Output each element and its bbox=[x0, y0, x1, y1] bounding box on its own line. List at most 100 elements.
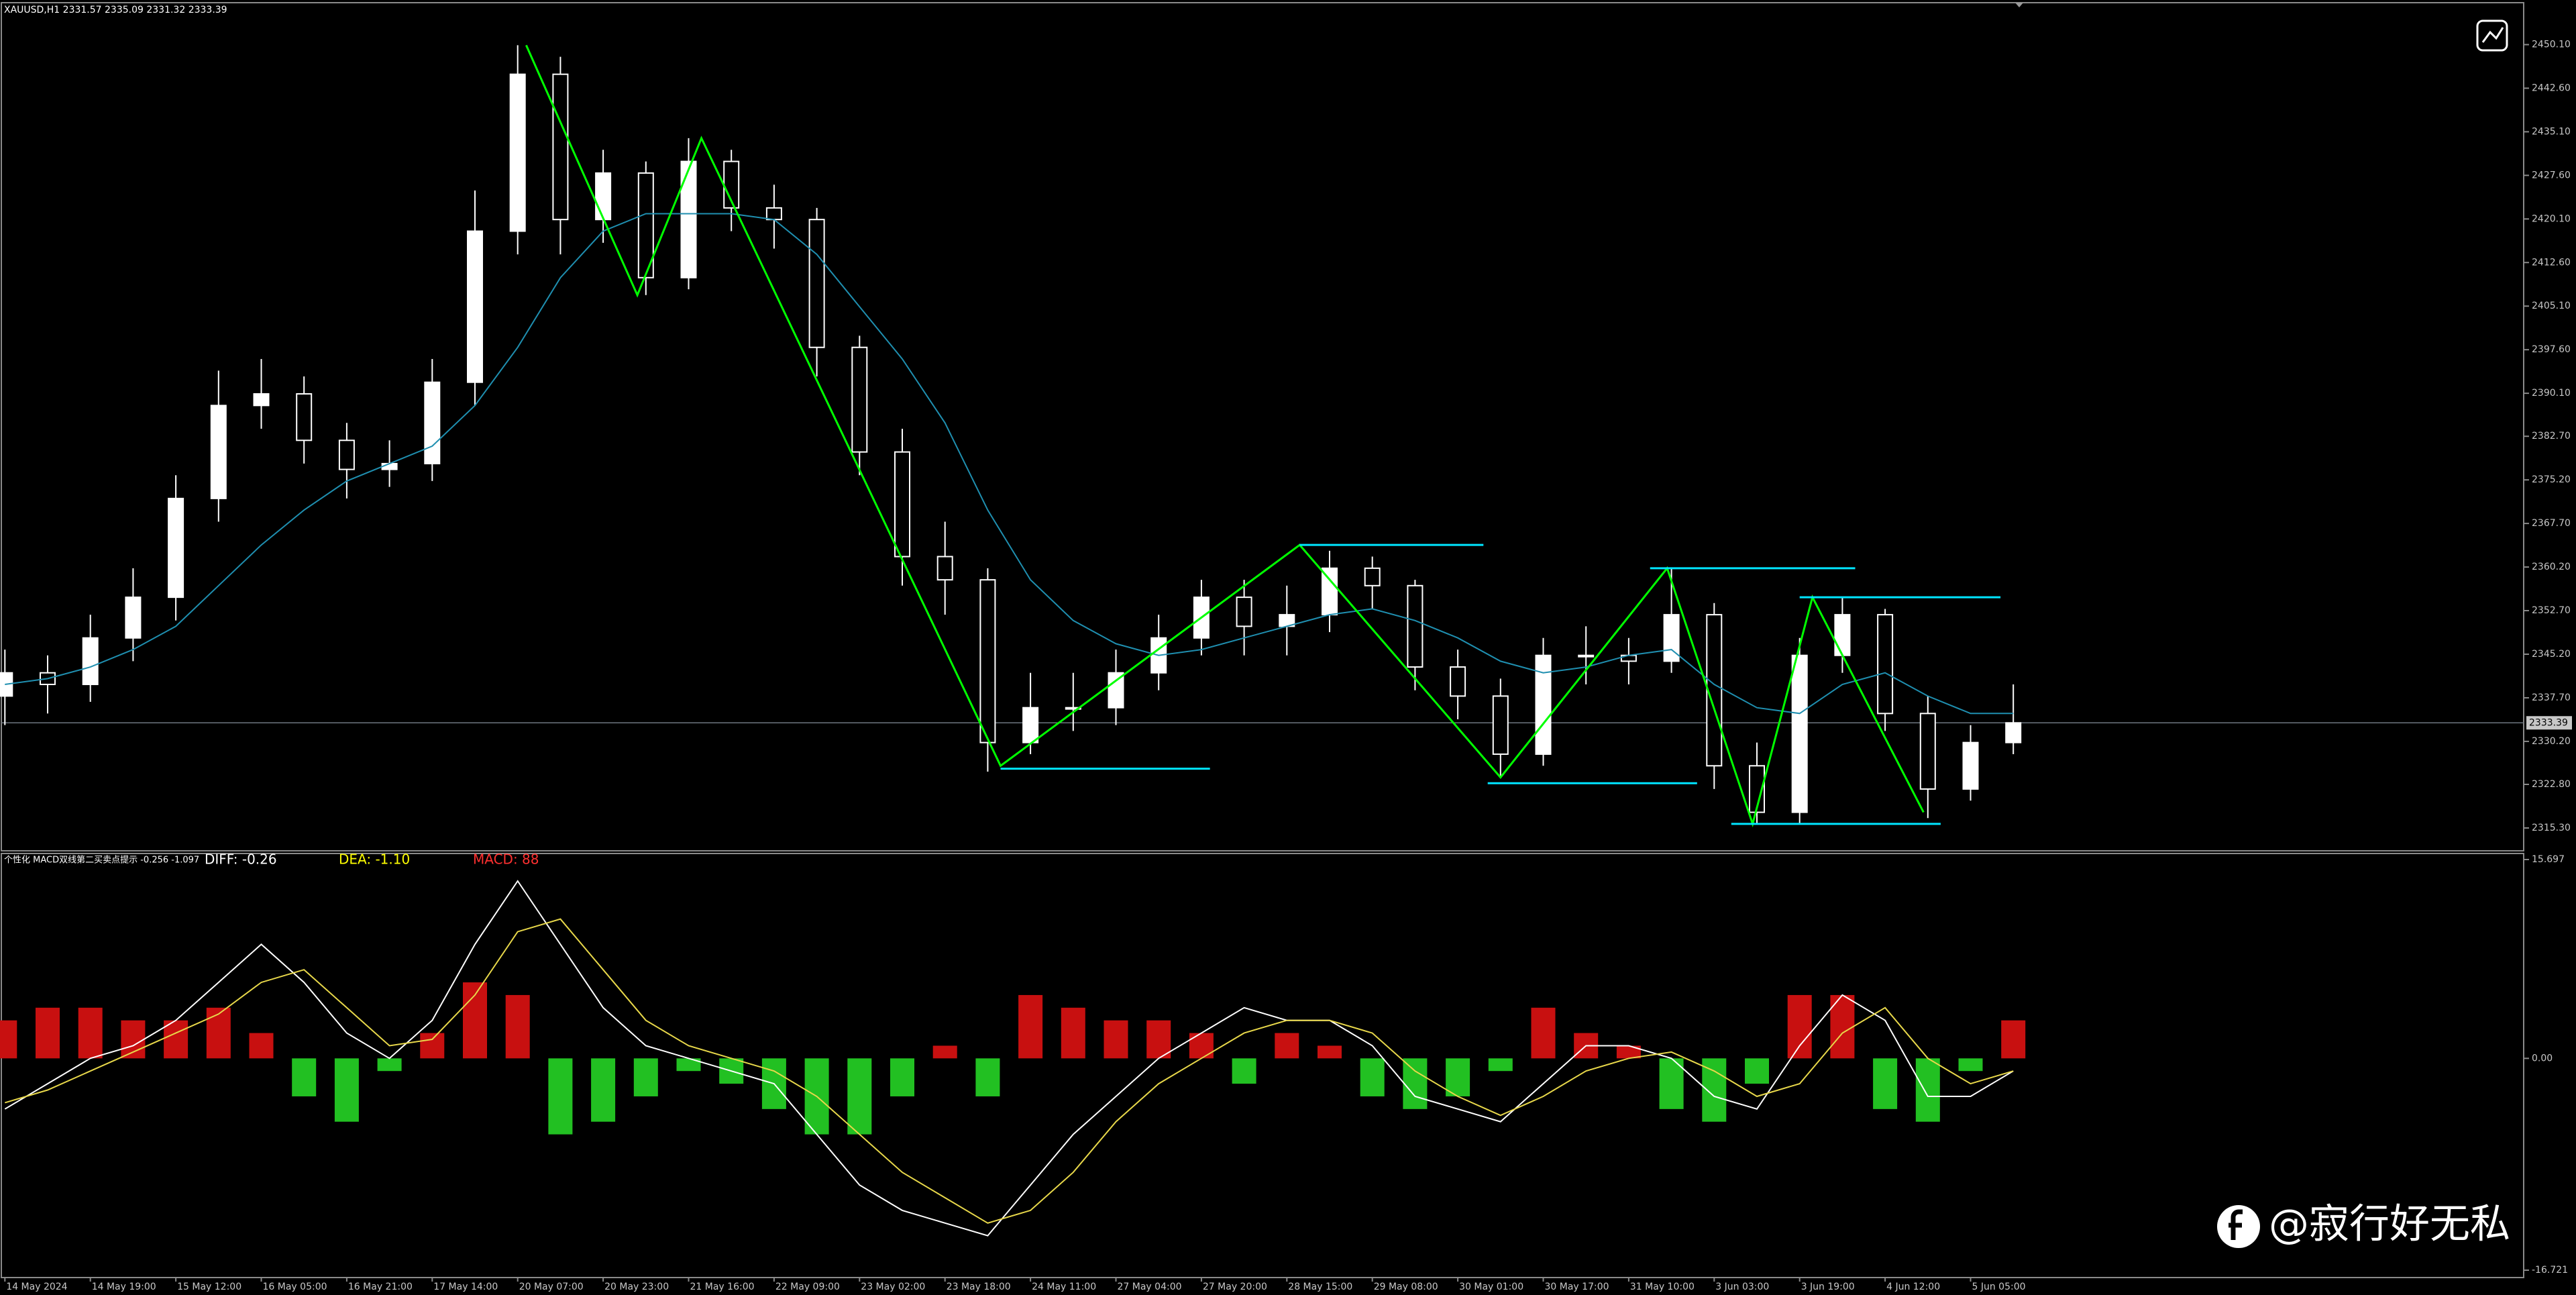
candle-body bbox=[1236, 597, 1252, 627]
y-tick-label: 2450.10 bbox=[2532, 39, 2571, 50]
y-tick-label: 2420.10 bbox=[2532, 213, 2571, 224]
y-tick-label: 2345.20 bbox=[2532, 649, 2571, 660]
candle-body bbox=[894, 451, 910, 558]
candle-body bbox=[296, 393, 313, 442]
indicator-readout: MACD: 88 bbox=[473, 851, 539, 868]
macd-bar bbox=[36, 1007, 60, 1059]
y-tick-label: 2412.60 bbox=[2532, 257, 2571, 268]
y-tick-label: 2375.20 bbox=[2532, 474, 2571, 485]
x-tick-label: 16 May 21:00 bbox=[348, 1282, 413, 1292]
diff-line bbox=[4, 880, 2014, 1237]
macd-bar bbox=[377, 1058, 402, 1072]
macd-bar bbox=[0, 1020, 17, 1059]
macd-bar bbox=[1275, 1033, 1299, 1059]
x-tick-label: 30 May 17:00 bbox=[1545, 1282, 1609, 1292]
last-price-label: 2333.39 bbox=[2529, 717, 2568, 728]
macd-bar bbox=[890, 1058, 914, 1096]
x-tick-label: 24 May 11:00 bbox=[1032, 1282, 1096, 1292]
macd-bar bbox=[1232, 1058, 1256, 1084]
candle-body bbox=[1450, 666, 1466, 697]
candle-body bbox=[979, 579, 996, 743]
y-tick-label: 2352.70 bbox=[2532, 605, 2571, 616]
macd-bar bbox=[420, 1033, 445, 1059]
candle-body bbox=[253, 393, 270, 407]
macd-bar bbox=[164, 1020, 189, 1059]
candle-body bbox=[1108, 672, 1124, 709]
macd-bar bbox=[1616, 1045, 1641, 1059]
x-tick-label: 20 May 07:00 bbox=[519, 1282, 584, 1292]
y-tick-label: -16.721 bbox=[2532, 1265, 2568, 1276]
x-tick-label: 20 May 23:00 bbox=[604, 1282, 669, 1292]
y-tick-label: 2442.60 bbox=[2532, 83, 2571, 93]
icon-frame[interactable] bbox=[2476, 19, 2508, 52]
y-tick-label: 2315.30 bbox=[2532, 823, 2571, 833]
candle-body bbox=[1919, 713, 1936, 790]
candle-body bbox=[1022, 707, 1039, 743]
indicator-readout: DIFF: -0.26 bbox=[205, 851, 277, 868]
last-price-box bbox=[2526, 716, 2572, 730]
y-tick-label: 2367.70 bbox=[2532, 518, 2571, 529]
macd-bar bbox=[1488, 1058, 1513, 1072]
macd-bar bbox=[1659, 1058, 1684, 1109]
macd-bar bbox=[1189, 1033, 1214, 1059]
x-tick-label: 5 Jun 05:00 bbox=[1972, 1282, 2026, 1292]
macd-panel-frame bbox=[1, 853, 2524, 1278]
macd-bar bbox=[1915, 1058, 1940, 1122]
x-tick-label: 27 May 20:00 bbox=[1203, 1282, 1267, 1292]
candle-body bbox=[808, 219, 825, 348]
candle-body bbox=[210, 405, 227, 499]
candle-body bbox=[1065, 707, 1081, 710]
y-tick-label: 2330.20 bbox=[2532, 736, 2571, 747]
macd-bar bbox=[548, 1058, 573, 1135]
candle-body bbox=[595, 172, 612, 221]
macd-bar bbox=[847, 1058, 872, 1135]
macd-bar bbox=[1787, 994, 1812, 1059]
macd-bar bbox=[1958, 1058, 1983, 1072]
y-tick-label: 2360.20 bbox=[2532, 562, 2571, 572]
x-tick-label: 23 May 18:00 bbox=[947, 1282, 1011, 1292]
macd-bar bbox=[1146, 1020, 1171, 1059]
macd-bar bbox=[505, 994, 530, 1059]
indicator-readout: DEA: -1.10 bbox=[339, 851, 410, 868]
macd-bar bbox=[1318, 1045, 1342, 1059]
candle-body bbox=[637, 172, 654, 278]
dea-line bbox=[5, 918, 2014, 1224]
candle-body bbox=[1962, 741, 1979, 790]
y-tick-label: 2382.70 bbox=[2532, 431, 2571, 442]
x-tick-label: 28 May 15:00 bbox=[1288, 1282, 1352, 1292]
candle-body bbox=[424, 381, 441, 464]
candle-body bbox=[338, 439, 355, 470]
icon-glyph[interactable] bbox=[2481, 27, 2504, 43]
candle-body bbox=[1877, 614, 1894, 715]
candle-body bbox=[467, 230, 483, 383]
candle-body bbox=[509, 73, 526, 232]
x-tick-label: 23 May 02:00 bbox=[861, 1282, 925, 1292]
y-tick-label: 0.00 bbox=[2532, 1053, 2553, 1064]
candle-body bbox=[1364, 567, 1381, 586]
macd-bar bbox=[206, 1007, 231, 1059]
candle-body bbox=[936, 556, 953, 581]
macd-bar bbox=[676, 1058, 701, 1072]
x-tick-label: 14 May 19:00 bbox=[92, 1282, 156, 1292]
candle-body bbox=[381, 462, 398, 470]
y-tick-label: 2322.80 bbox=[2532, 779, 2571, 790]
macd-bar bbox=[1061, 1007, 1085, 1059]
macd-bar bbox=[1745, 1058, 1769, 1084]
candle-body bbox=[1791, 654, 1808, 813]
candle-body bbox=[2005, 722, 2022, 743]
x-tick-label: 27 May 04:00 bbox=[1118, 1282, 1182, 1292]
candle-body bbox=[851, 346, 868, 453]
x-tick-label: 15 May 12:00 bbox=[177, 1282, 241, 1292]
x-tick-label: 30 May 01:00 bbox=[1459, 1282, 1523, 1292]
zigzag bbox=[525, 44, 1925, 828]
y-tick-label: 2405.10 bbox=[2532, 301, 2571, 311]
candle-body bbox=[1322, 567, 1338, 616]
candle-body bbox=[1706, 614, 1723, 767]
autotrading-icon[interactable] bbox=[2476, 19, 2508, 52]
scroll-marker bbox=[2015, 3, 2023, 7]
candle-body bbox=[168, 497, 184, 599]
macd-bar bbox=[463, 982, 487, 1059]
macd-bar bbox=[932, 1045, 957, 1059]
